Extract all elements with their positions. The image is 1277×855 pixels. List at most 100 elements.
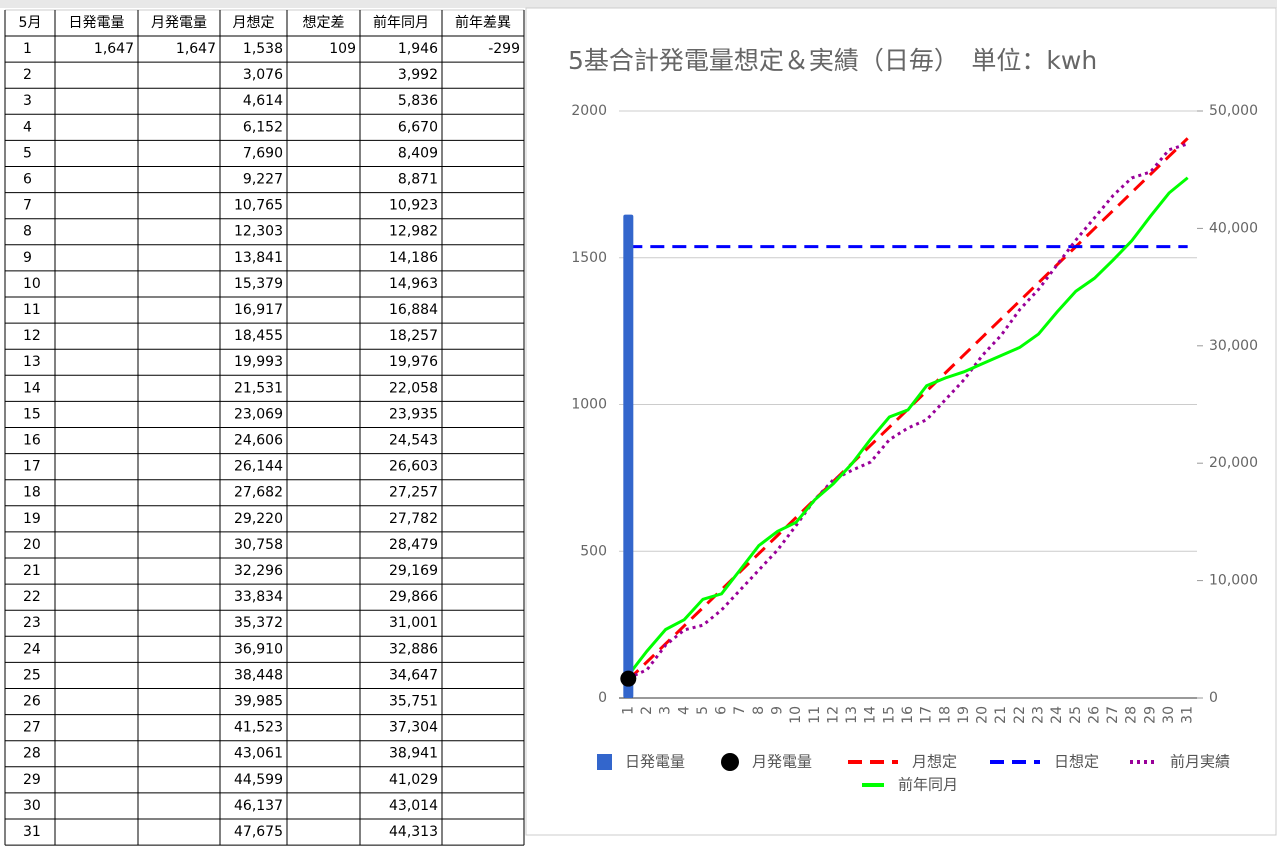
cell: 28,479 — [389, 537, 438, 553]
x-tick-label: 22 — [1012, 706, 1028, 724]
cell: 28 — [23, 746, 41, 762]
cell: 12,982 — [389, 224, 438, 240]
cell: 8,871 — [398, 172, 438, 188]
x-tick-label: 15 — [881, 706, 897, 724]
cell: 10 — [23, 276, 41, 292]
cell: 12 — [23, 328, 41, 344]
cell: 33,834 — [234, 589, 283, 605]
cell: 26,144 — [234, 459, 283, 475]
x-tick-label: 18 — [937, 706, 953, 724]
cell: 22,058 — [389, 380, 438, 396]
x-tick-label: 23 — [1031, 706, 1047, 724]
cell: 7,690 — [243, 145, 283, 161]
cell: 44,313 — [389, 824, 438, 840]
x-tick-label: 12 — [825, 706, 841, 724]
cell: 11 — [23, 302, 41, 318]
x-tick-label: 2 — [639, 706, 655, 715]
line — [627, 142, 1189, 680]
y-tick-label: 1500 — [571, 250, 607, 266]
cell: 27 — [23, 720, 41, 736]
cell: 24,543 — [389, 433, 438, 449]
y-tick-label: 1000 — [571, 397, 607, 413]
x-tick-label: 16 — [900, 706, 916, 724]
cell: 46,137 — [234, 798, 283, 814]
cell: 16,917 — [234, 302, 283, 318]
header-cell: 想定差 — [303, 15, 345, 31]
cell: -299 — [488, 41, 520, 57]
y2-tick-label: 50,000 — [1209, 103, 1258, 119]
cell: 4 — [23, 119, 32, 135]
cell: 35,751 — [389, 694, 438, 710]
cell: 8,409 — [398, 145, 438, 161]
x-tick-label: 20 — [975, 706, 991, 724]
cell: 43,014 — [389, 798, 438, 814]
x-tick-label: 4 — [676, 706, 692, 715]
cell: 6,152 — [243, 119, 283, 135]
cell: 29,866 — [389, 589, 438, 605]
cell: 30,758 — [234, 537, 283, 553]
cell: 31,001 — [389, 615, 438, 631]
y2-tick-label: 40,000 — [1209, 220, 1258, 236]
x-tick-label: 17 — [919, 706, 935, 724]
cell: 10,765 — [234, 198, 283, 214]
cell: 31 — [23, 824, 41, 840]
cell: 1,946 — [398, 41, 438, 57]
x-tick-label: 27 — [1105, 706, 1121, 724]
cell: 32,886 — [389, 641, 438, 657]
bar — [623, 214, 634, 698]
x-tick-label: 3 — [658, 706, 674, 715]
cell: 14,963 — [389, 276, 438, 292]
top-strip — [0, 0, 1277, 8]
legend-label: 日想定 — [1054, 753, 1099, 771]
header-cell: 前年同月 — [373, 14, 429, 31]
cell: 7 — [23, 198, 32, 214]
cell: 16 — [23, 433, 41, 449]
cell: 12,303 — [234, 224, 283, 240]
cell: 16,884 — [389, 302, 438, 318]
cell: 26,603 — [389, 459, 438, 475]
x-tick-label: 9 — [769, 706, 785, 715]
cell: 6,670 — [398, 119, 438, 135]
cell: 22 — [23, 589, 41, 605]
x-tick-label: 7 — [732, 706, 748, 715]
x-tick-label: 10 — [788, 706, 804, 724]
cell: 5,836 — [398, 93, 438, 109]
x-tick-label: 30 — [1161, 706, 1177, 724]
x-tick-label: 21 — [993, 706, 1009, 724]
x-tick-label: 25 — [1068, 706, 1084, 724]
legend-label: 月発電量 — [752, 753, 812, 771]
cell: 19,976 — [389, 354, 438, 370]
cell: 6 — [23, 172, 32, 188]
x-tick-label: 26 — [1086, 706, 1102, 724]
cell: 35,372 — [234, 615, 283, 631]
chart-frame — [525, 7, 1277, 836]
cell: 1 — [23, 41, 32, 57]
cell: 37,304 — [389, 720, 438, 736]
x-tick-label: 6 — [714, 706, 730, 715]
cell: 47,675 — [234, 824, 283, 840]
cell: 19 — [23, 511, 41, 527]
cell: 8 — [23, 224, 32, 240]
legend-label: 日発電量 — [625, 753, 685, 771]
cell: 3 — [23, 93, 32, 109]
cell: 26 — [23, 694, 41, 710]
cell: 27,257 — [389, 485, 438, 501]
line — [627, 137, 1189, 682]
cell: 15,379 — [234, 276, 283, 292]
header-cell: 前年差異 — [455, 14, 511, 31]
cell: 14 — [23, 380, 41, 396]
cell: 41,523 — [234, 720, 283, 736]
cell: 41,029 — [389, 772, 438, 788]
cell: 25 — [23, 667, 41, 683]
cell: 34,647 — [389, 667, 438, 683]
cell: 18,455 — [234, 328, 283, 344]
y-tick-label: 0 — [598, 690, 607, 706]
cell: 24 — [23, 641, 41, 657]
cell: 4,614 — [243, 93, 283, 109]
x-tick-label: 19 — [956, 706, 972, 724]
x-tick-label: 11 — [807, 706, 823, 724]
cell: 38,448 — [234, 667, 283, 683]
cell: 30 — [23, 798, 41, 814]
header-cell: 月発電量 — [151, 15, 207, 31]
